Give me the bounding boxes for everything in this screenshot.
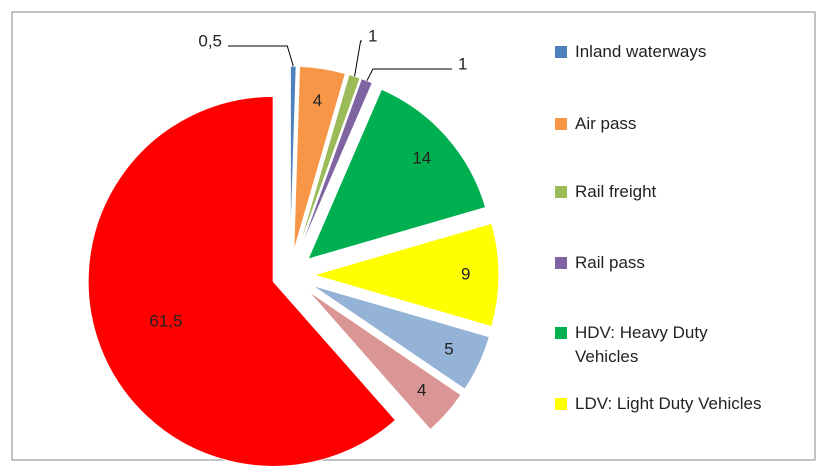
- pie-slice: [87, 95, 397, 467]
- pie-slice: [298, 77, 373, 253]
- data-label: 14: [412, 148, 431, 167]
- pie-slice: [293, 65, 346, 252]
- legend-label: LDV: Light Duty Vehicles: [575, 394, 762, 413]
- legend-label: Rail pass: [575, 253, 645, 272]
- data-label: 5: [444, 339, 453, 358]
- legend-label: Air pass: [575, 114, 637, 133]
- legend-label: HDV: Heavy Duty Vehicles: [575, 323, 708, 366]
- legend-swatch: [555, 327, 567, 339]
- legend-swatch: [555, 257, 567, 269]
- legend-swatch: [555, 118, 567, 130]
- leader-line: [228, 45, 294, 67]
- data-label: 4: [313, 91, 322, 110]
- pie-slice: [311, 284, 490, 390]
- data-label: 61,5: [149, 311, 182, 330]
- legend-item: Inland waterways: [555, 40, 765, 64]
- pie-slice: [289, 65, 297, 252]
- leader-line: [366, 68, 452, 81]
- pie-slice: [307, 290, 462, 431]
- pie-slice: [312, 222, 500, 328]
- data-label: 1: [368, 26, 377, 45]
- legend-item: Air pass: [555, 112, 765, 136]
- legend-item: Rail pass: [555, 251, 765, 275]
- data-label: 0,5: [198, 31, 222, 50]
- legend-item: LDV: Light Duty Vehicles: [555, 392, 765, 416]
- legend-item: HDV: Heavy Duty Vehicles: [555, 321, 765, 369]
- legend-swatch: [555, 398, 567, 410]
- legend-label: Rail freight: [575, 182, 657, 201]
- legend-swatch: [555, 46, 567, 58]
- legend-label: Inland waterways: [575, 42, 707, 61]
- data-label: 1: [458, 54, 467, 73]
- leader-line: [354, 40, 362, 77]
- legend-swatch: [555, 186, 567, 198]
- pie-slice: [307, 88, 487, 260]
- legend-item: Rail freight: [555, 180, 765, 204]
- data-label: 4: [417, 381, 426, 400]
- data-label: 9: [461, 264, 470, 283]
